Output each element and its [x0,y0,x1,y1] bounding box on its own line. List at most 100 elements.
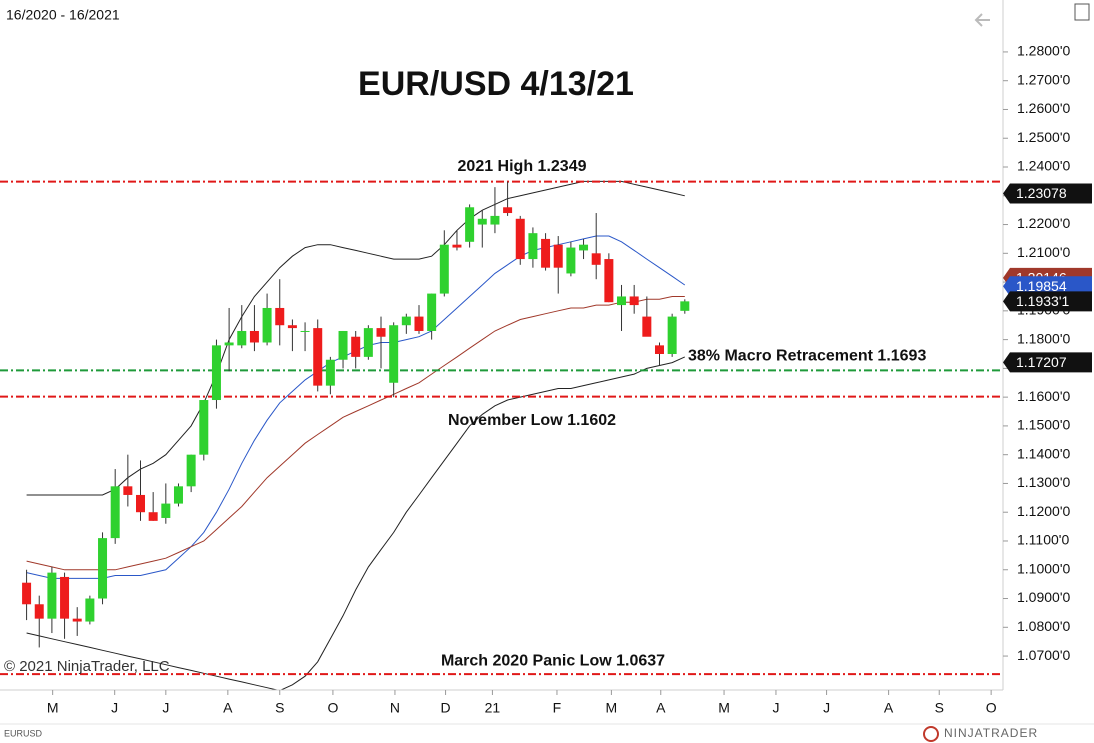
x-tick-label: D [441,700,451,716]
candle-body [224,342,234,346]
y-tick-label: 1.0700'0 [1017,647,1070,663]
y-tick-label: 1.1200'0 [1017,503,1070,519]
x-tick-label: J [162,700,169,716]
candle-body [477,218,487,225]
candle-body [541,238,551,268]
candle-body [363,328,373,357]
x-tick-label: J [772,700,779,716]
candle-body [262,307,272,343]
x-tick-label: M [47,700,59,716]
candle-body [376,328,386,337]
copyright: © 2021 NinjaTrader, LLC [4,658,170,675]
candle-body [680,301,690,311]
level-label: November Low 1.1602 [448,412,616,429]
price-tag-label: 1.17207 [1016,354,1067,370]
candle-body [667,316,677,354]
candle-body [553,244,563,268]
candle-body [123,486,133,495]
price-tag-label: 1.23078 [1016,185,1067,201]
menu-icon[interactable] [1074,3,1090,21]
candle-body [136,494,146,513]
indicator-line [26,356,686,690]
y-tick-label: 1.1300'0 [1017,474,1070,490]
candle-body [591,253,601,265]
chart-title: EUR/USD 4/13/21 [358,65,634,103]
y-tick-label: 1.1600'0 [1017,388,1070,404]
candle-body [287,325,297,329]
indicator-line [26,180,685,496]
y-tick-label: 1.1000'0 [1017,560,1070,576]
y-tick-label: 1.2600'0 [1017,100,1070,116]
x-tick-label: O [986,700,997,716]
candle-body [351,336,361,357]
y-tick-label: 1.2200'0 [1017,215,1070,231]
candle-body [389,325,399,383]
candle-body [427,293,437,331]
candle-body [275,307,285,326]
x-tick-label: 21 [485,700,501,716]
back-arrow[interactable] [974,13,990,27]
candle-body [503,207,513,214]
x-tick-label: A [656,700,666,716]
symbol: EURUSD [4,728,43,738]
y-tick-label: 1.2500'0 [1017,129,1070,145]
candle-body [566,247,576,274]
x-tick-label: A [223,700,233,716]
level-label: 38% Macro Retracement 1.1693 [688,348,926,365]
candle-body [34,604,44,619]
candle-body [237,330,247,346]
candle-body [22,582,32,605]
y-tick-label: 1.1400'0 [1017,445,1070,461]
candle-body [338,330,348,360]
plot-area [0,180,1003,690]
brand: NINJATRADER [944,726,1038,740]
level-label: 2021 High 1.2349 [458,158,587,175]
price-tag [1003,276,1092,297]
x-tick-label: A [884,700,894,716]
candle-body [414,316,424,331]
y-tick-label: 1.0900'0 [1017,589,1070,605]
y-tick-label: 1.0800'0 [1017,618,1070,634]
x-tick-label: M [718,700,730,716]
candle-body [401,316,411,326]
candle-body [60,576,70,619]
candle-body [465,207,475,242]
candle-body [528,233,538,260]
candle-body [642,316,652,337]
level-label: March 2020 Panic Low 1.0637 [441,652,665,669]
candle-body [148,512,158,521]
brand-icon [923,726,939,742]
y-tick-label: 1.2100'0 [1017,244,1070,260]
indicator-line [26,296,685,571]
price-tag [1003,183,1092,204]
x-tick-label: M [606,700,618,716]
y-tick-label: 1.2700'0 [1017,71,1070,87]
y-tick-label: 1.1100'0 [1017,532,1069,548]
candle-body [313,328,323,386]
price-tag [1003,291,1092,312]
candle-body [161,503,171,518]
candle-body [173,486,183,504]
x-tick-label: F [553,700,562,716]
candle-body [199,400,209,455]
candle-body [490,215,500,225]
candle-body [452,244,462,248]
x-tick-label: J [111,700,118,716]
candle-body [604,259,614,303]
candle-body [211,345,221,401]
candle-body [579,244,589,251]
candle-body [85,598,95,622]
x-tick-label: S [275,700,284,716]
candle-body [300,330,310,332]
x-tick-label: J [823,700,830,716]
y-tick-label: 1.1800'0 [1017,330,1070,346]
candle-body [110,486,120,539]
candle-body [325,359,335,386]
candle-body [249,330,259,343]
price-tag-label: 1.19854 [1016,278,1067,294]
candle-body [98,538,108,599]
candle-body [72,618,82,622]
candle-body [654,345,664,354]
